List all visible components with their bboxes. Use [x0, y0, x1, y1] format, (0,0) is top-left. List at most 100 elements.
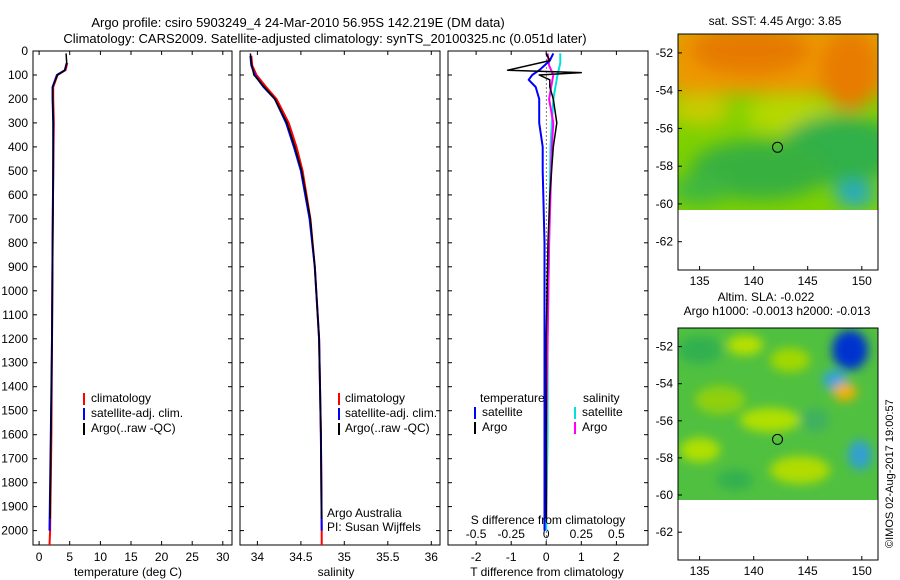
- legend-label-argo: Argo(..raw -QC): [345, 421, 430, 435]
- sst-map-field: [678, 34, 878, 210]
- x-tick-label: 5: [66, 550, 73, 564]
- map-y-tick-label: -54: [656, 84, 674, 98]
- legend-header-salinity: salinity: [583, 391, 620, 405]
- x-tick-label: 35: [338, 550, 352, 564]
- depth-tick-label: 1400: [1, 380, 28, 394]
- map-y-tick-label: -62: [656, 525, 674, 539]
- depth-tick-label: 500: [8, 164, 28, 178]
- annotation-argo-australia: Argo Australia: [327, 506, 402, 520]
- depth-tick-label: 1500: [1, 404, 28, 418]
- map-x-tick-label: 140: [744, 274, 764, 288]
- depth-tick-label: 1300: [1, 356, 28, 370]
- sla-map-field: [678, 328, 878, 500]
- depth-tick-label: 800: [8, 236, 28, 250]
- map-x-tick-label: 145: [798, 274, 818, 288]
- salinity-panel-frame: [239, 50, 441, 546]
- x-tick-label: -1: [506, 550, 517, 564]
- depth-tick-label: 1700: [1, 452, 28, 466]
- temperature-series: [48, 53, 69, 546]
- depth-tick-label: 1800: [1, 476, 28, 490]
- temperature-satellite-diff-line: [527, 52, 555, 531]
- depth-tick-label: 1000: [1, 284, 28, 298]
- x-tick-label: 1: [578, 550, 585, 564]
- depth-tick-label: 1900: [1, 500, 28, 514]
- x-tick-label: 2: [613, 550, 620, 564]
- depth-tick-label: 400: [8, 140, 28, 154]
- temperature-legend: climatology satellite-adj. clim. Argo(..…: [83, 391, 183, 435]
- salinity-xlabel: salinity: [318, 565, 355, 579]
- sla-map-title: Altim. SLA: -0.022: [718, 290, 815, 304]
- depth-tick-label: 0: [21, 44, 28, 58]
- x-tick-label: 30: [216, 550, 230, 564]
- s-tick-label: -0.5: [466, 527, 487, 541]
- legend-label-sal-argo: Argo: [582, 420, 608, 434]
- map-y-tick-label: -62: [656, 235, 674, 249]
- map-y-tick-label: -60: [656, 488, 674, 502]
- map-x-tick-label: 140: [744, 564, 764, 578]
- sst-argo-location-marker: [772, 141, 783, 153]
- legend-label-temp-argo: Argo: [482, 420, 508, 434]
- depth-tick-label: 300: [8, 116, 28, 130]
- salinity-legend: climatology satellite-adj. clim. Argo(..…: [338, 391, 437, 435]
- map-x-tick-label: 145: [798, 564, 818, 578]
- map-y-tick-label: -56: [656, 121, 674, 135]
- x-tick-label: 25: [186, 550, 200, 564]
- x-tick-label: 15: [124, 550, 138, 564]
- difference-series: [506, 51, 583, 545]
- sst-map-frame: [677, 33, 879, 271]
- legend-label-argo: Argo(..raw -QC): [91, 421, 176, 435]
- x-tick-label: 34: [251, 550, 265, 564]
- sla-map-subtitle: Argo h1000: -0.0013 h2000: -0.013: [684, 304, 871, 318]
- salinity-series: [249, 53, 323, 545]
- map-y-tick-label: -52: [656, 46, 674, 60]
- map-y-tick-label: -54: [656, 377, 674, 391]
- depth-tick-label: 900: [8, 260, 28, 274]
- difference-legend: temperature salinity satellite Argo sate…: [474, 391, 623, 434]
- sla-argo-location-marker: [772, 433, 783, 445]
- depth-tick-label: 200: [8, 92, 28, 106]
- temperature-panel-frame: [32, 50, 233, 546]
- map-y-tick-label: -56: [656, 414, 674, 428]
- depth-tick-label: 1200: [1, 332, 28, 346]
- x-tick-label: -2: [471, 550, 482, 564]
- x-tick-label: 34.5: [289, 550, 313, 564]
- s-tick-label: 0.25: [570, 527, 594, 541]
- depth-tick-label: 1600: [1, 428, 28, 442]
- map-x-tick-label: 135: [690, 274, 710, 288]
- x-tick-label: 0: [36, 550, 43, 564]
- depth-tick-label: 1100: [2, 308, 28, 322]
- map-x-tick-label: 150: [852, 564, 872, 578]
- legend-label-satellite: satellite-adj. clim.: [345, 406, 437, 420]
- salinity-climatology-line: [250, 55, 323, 545]
- annotation-pi: PI: Susan Wijffels: [327, 520, 421, 534]
- depth-tick-label: 100: [8, 68, 28, 82]
- x-tick-label: 10: [94, 550, 108, 564]
- legend-label-climatology: climatology: [345, 391, 405, 405]
- temperature-xlabel: temperature (deg C): [74, 565, 182, 579]
- x-tick-label: 20: [155, 550, 169, 564]
- temperature-argo-diff-line: [506, 53, 583, 519]
- difference-x-axis: -2 -1 0 1 2 -0.5 -0.25 0 0.25 0.5: [466, 51, 625, 564]
- legend-header-temperature: temperature: [480, 391, 545, 405]
- legend-label-climatology: climatology: [91, 391, 151, 405]
- map-y-tick-label: -58: [656, 451, 674, 465]
- map-x-tick-label: 150: [852, 274, 872, 288]
- sla-map-axes: 135 140 145 150 -52 -54 -56 -58 -60 -62: [656, 340, 872, 578]
- x-tick-label: 36: [425, 550, 439, 564]
- s-tick-label: 0: [543, 527, 550, 541]
- x-tick-label: 0: [543, 550, 550, 564]
- figure-title-line1: Argo profile: csiro 5903249_4 24-Mar-201…: [91, 15, 504, 30]
- salinity-argo-line: [249, 53, 323, 519]
- depth-tick-label: 2000: [1, 524, 28, 538]
- depth-tick-label: 600: [8, 188, 28, 202]
- sla-map-frame: [677, 327, 879, 561]
- imos-credit: ©IMOS 02-Aug-2017 19:00:57: [884, 399, 896, 548]
- figure-title-line2: Climatology: CARS2009. Satellite-adjuste…: [63, 31, 586, 46]
- salinity-satellite-line: [249, 55, 323, 531]
- map-x-tick-label: 135: [690, 564, 710, 578]
- temperature-x-axis: 0 5 10 15 20 25 30: [36, 51, 230, 564]
- difference-xlabel: T difference from climatology: [470, 565, 624, 579]
- legend-label-sal-satellite: satellite: [582, 405, 623, 419]
- x-tick-label: 35.5: [376, 550, 400, 564]
